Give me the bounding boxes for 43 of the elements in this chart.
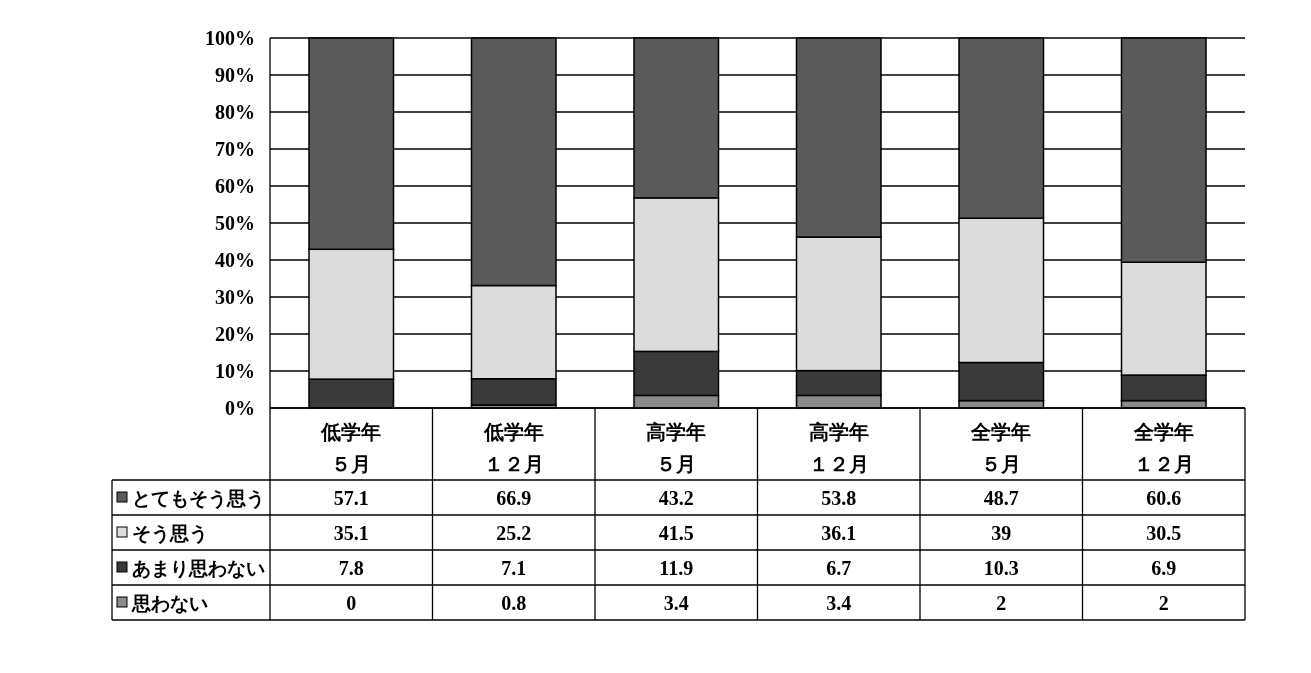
data-label: 60.6 [1146,487,1182,509]
data-label: 7.8 [338,557,364,579]
data-label: 30.5 [1146,522,1182,544]
data-label: 43.2 [658,487,694,509]
y-tick-label: 30% [215,286,255,308]
data-label: 66.9 [496,487,532,509]
data-label: 41.5 [658,522,694,544]
data-label: 0 [346,592,357,614]
y-tick-label: 50% [215,212,255,234]
y-tick-label: 70% [215,138,255,160]
y-tick-label: 0% [225,397,255,419]
x-tick-label: 全学年１２月 [1132,420,1195,477]
data-label: 6.9 [1151,557,1177,579]
data-label: 3.4 [663,592,689,614]
data-label: 2 [996,592,1007,614]
data-label: 25.2 [496,522,532,544]
y-tick-label: 60% [215,175,255,197]
legend-label: そう思う [132,523,208,545]
data-label: 39 [991,522,1012,544]
data-label: 57.1 [333,487,369,509]
data-label: 11.9 [659,557,694,579]
data-label: 48.7 [983,487,1019,509]
data-label: 2 [1158,592,1169,614]
data-label: 6.7 [826,557,852,579]
y-tick-label: 90% [215,64,255,86]
data-label: 7.1 [501,557,527,579]
y-tick-label: 80% [215,101,255,123]
data-label: 0.8 [501,592,527,614]
y-tick-label: 10% [215,360,255,382]
data-label: 53.8 [821,487,857,509]
x-tick-label: 全学年５月 [970,420,1033,477]
data-label: 35.1 [333,522,369,544]
data-label: 36.1 [821,522,857,544]
legend-label: 思わない [131,593,208,614]
y-tick-label: 40% [215,249,255,271]
x-tick-label: 低学年１２月 [482,420,545,477]
x-tick-label: 高学年５月 [645,420,708,477]
y-tick-label: 100% [205,27,255,49]
data-label: 3.4 [826,592,852,614]
data-label: 10.3 [983,557,1019,579]
x-tick-label: 高学年１２月 [807,420,870,477]
y-tick-label: 20% [215,323,255,345]
x-tick-label: 低学年５月 [320,420,383,477]
